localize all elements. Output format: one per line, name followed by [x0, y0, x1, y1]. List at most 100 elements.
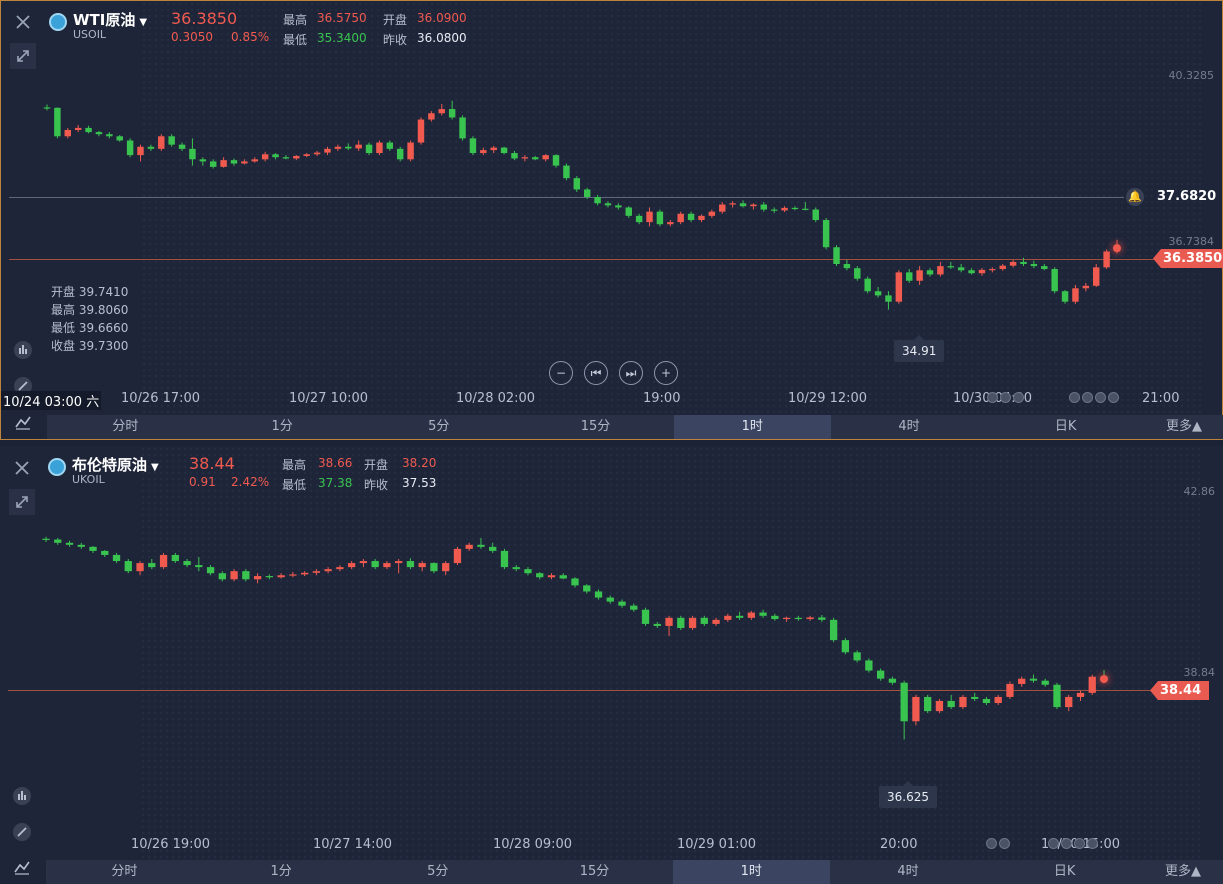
- draw-tool-icon[interactable]: [10, 373, 36, 399]
- time-label: 10/29 01:00: [677, 837, 757, 852]
- candle: [1082, 282, 1090, 292]
- candle: [218, 571, 226, 582]
- tab-1hour[interactable]: 1时: [673, 415, 831, 439]
- high-label: 最高: [282, 458, 307, 472]
- candle: [376, 140, 383, 156]
- candle: [829, 617, 838, 643]
- candle-body: [376, 142, 383, 154]
- tab-daily[interactable]: 日K: [1053, 864, 1076, 879]
- caret-down-icon[interactable]: ▼: [139, 17, 148, 28]
- tab-daily[interactable]: 日K: [1054, 419, 1077, 434]
- low-price-marker: 36.625: [879, 781, 937, 808]
- candle: [365, 142, 373, 156]
- candle-body: [729, 203, 736, 205]
- candle-body: [345, 146, 352, 149]
- low-price-marker: 34.91: [894, 335, 945, 362]
- bell-icon[interactable]: 🔔: [1126, 188, 1144, 206]
- candle-body: [386, 142, 394, 149]
- candle-body: [563, 165, 570, 179]
- chart-type-icon[interactable]: [10, 409, 36, 435]
- candle-body: [158, 136, 165, 149]
- candle: [630, 603, 638, 612]
- candle: [947, 694, 955, 710]
- candle: [136, 561, 144, 576]
- candle-body: [583, 189, 591, 197]
- caret-down-icon[interactable]: ▼: [151, 462, 159, 473]
- candle-body: [1093, 267, 1100, 286]
- open-label: 开盘: [383, 13, 408, 27]
- draw-tool-icon[interactable]: [9, 819, 35, 845]
- candle-body: [85, 127, 92, 133]
- candle-body: [396, 148, 404, 160]
- close-icon[interactable]: [9, 455, 35, 481]
- candle: [396, 146, 404, 162]
- skip-forward-icon[interactable]: ⏭: [619, 361, 643, 385]
- price-change-pct: 2.42%: [231, 475, 270, 489]
- zoom-in-icon[interactable]: +: [654, 361, 678, 385]
- tab-1hour[interactable]: 1时: [672, 860, 830, 884]
- event-markers[interactable]: [1069, 392, 1119, 403]
- candle: [261, 151, 269, 162]
- tab-5min[interactable]: 5分: [428, 419, 450, 434]
- tab-4hour[interactable]: 4时: [897, 864, 919, 879]
- candle-body: [547, 575, 556, 578]
- close-icon[interactable]: [10, 9, 36, 35]
- candle: [865, 658, 873, 673]
- event-markers[interactable]: [986, 838, 1010, 849]
- zoom-out-icon[interactable]: −: [549, 361, 573, 385]
- tab-more[interactable]: 更多▲: [1166, 419, 1203, 434]
- price-change: 0.91: [189, 475, 216, 489]
- event-markers[interactable]: [1048, 838, 1098, 849]
- candle-body: [895, 272, 903, 302]
- skip-back-icon[interactable]: ⏮: [584, 361, 608, 385]
- candle-body: [571, 578, 579, 586]
- candle-body: [1082, 285, 1090, 289]
- candle: [888, 676, 897, 685]
- candle: [206, 565, 215, 576]
- candle: [781, 206, 788, 213]
- candle-body: [442, 563, 450, 572]
- candle: [937, 261, 944, 277]
- tab-1min[interactable]: 1分: [271, 419, 293, 434]
- candle-body: [43, 107, 51, 109]
- chart-type-icon[interactable]: [9, 854, 35, 880]
- candle: [687, 211, 695, 223]
- candle-body: [900, 682, 908, 722]
- symbol-selector[interactable]: WTI原油 ▼: [73, 11, 148, 29]
- candle: [750, 203, 757, 210]
- tab-15min[interactable]: 15分: [579, 864, 610, 879]
- candle: [241, 159, 248, 165]
- candle-body: [112, 554, 121, 562]
- candle-body: [708, 211, 716, 216]
- tab-more[interactable]: 更多▲: [1165, 864, 1202, 879]
- tab-timeshare[interactable]: 分时: [112, 419, 139, 434]
- candle: [1030, 260, 1038, 269]
- candle: [1061, 289, 1069, 304]
- candle: [406, 558, 415, 570]
- event-markers[interactable]: [987, 392, 1024, 403]
- candle: [994, 694, 1002, 706]
- candle: [438, 104, 445, 116]
- tab-1min[interactable]: 1分: [270, 864, 292, 879]
- expand-icon[interactable]: [9, 489, 35, 515]
- indicator-icon[interactable]: [9, 783, 35, 809]
- candle-body: [957, 267, 965, 271]
- tab-5min[interactable]: 5分: [427, 864, 449, 879]
- tab-15min[interactable]: 15分: [580, 419, 611, 434]
- candle: [885, 291, 892, 310]
- candle-body: [747, 612, 755, 618]
- candle: [641, 607, 650, 626]
- candle-body: [1029, 678, 1038, 681]
- tab-timeshare[interactable]: 分时: [111, 864, 138, 879]
- candle: [833, 245, 840, 267]
- indicator-icon[interactable]: [10, 337, 36, 363]
- tab-4hour[interactable]: 4时: [898, 419, 920, 434]
- candlestick-chart[interactable]: [1, 1, 1223, 401]
- candle: [220, 157, 227, 168]
- expand-icon[interactable]: [10, 43, 36, 69]
- time-label: 10/26 19:00: [131, 837, 211, 852]
- symbol-selector[interactable]: 布伦特原油 ▼: [72, 456, 159, 474]
- candle-body: [147, 146, 155, 149]
- candlestick-chart[interactable]: [0, 446, 1223, 846]
- candle-body: [136, 563, 144, 572]
